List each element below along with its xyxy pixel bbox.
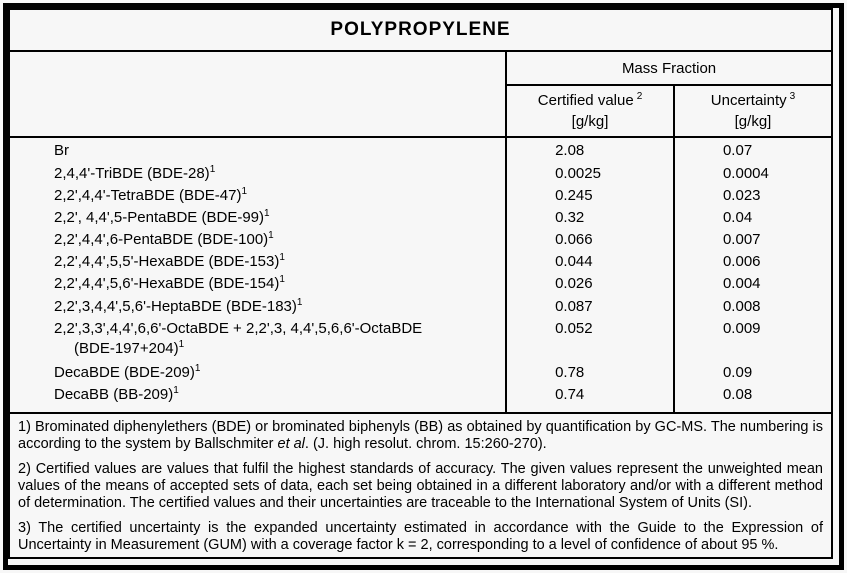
footnote: 2) Certified values are values that fulf…	[18, 461, 823, 511]
analyte-name-cell: DecaBDE (BDE-209)1	[9, 363, 506, 385]
analyte-name-cell: 2,4,4'-TriBDE (BDE-28)1	[9, 164, 506, 186]
analyte-name-cell: 2,2',4,4',5,6'-HexaBDE (BDE-154)1	[9, 274, 506, 296]
analyte-name: 2,2',4,4',6-PentaBDE (BDE-100)	[54, 231, 269, 249]
certified-value-cell: 0.087	[505, 296, 674, 319]
table-row: 2,2',3,3',4,4',6,6'-OctaBDE + 2,2',3, 4,…	[9, 318, 832, 364]
footnotes-row: 1) Brominated diphenylethers (BDE) or br…	[9, 412, 832, 558]
analyte-name: 2,2',3,4,4',5,6'-HeptaBDE (BDE-183)	[54, 297, 297, 315]
data-rows-section: Br 2.08 0.07 2,4,4'-TriBDE (BDE-28)1 0.0…	[9, 137, 832, 413]
footnote-ref-superscript: 1	[194, 363, 201, 375]
certified-value-cell: 0.74	[505, 385, 674, 413]
certified-value-column-header: Certified value 2 [g/kg]	[505, 85, 674, 138]
certified-value-label: Certified value	[537, 92, 634, 109]
footnote-ref-superscript: 1	[178, 338, 185, 350]
analyte-name: 2,2',3,3',4,4',6,6'-OctaBDE + 2,2',3, 4,…	[54, 319, 423, 337]
page-title: POLYPROPYLENE	[9, 9, 832, 52]
uncertainty-cell: 0.008	[672, 296, 832, 319]
empty-header-cell	[9, 51, 507, 138]
polypropylene-certificate-table: POLYPROPYLENE Mass Fraction Certified va…	[8, 8, 833, 559]
uncertainty-cell: 0.08	[672, 385, 832, 413]
analyte-name-cell: 2,2',4,4',6-PentaBDE (BDE-100)1	[9, 230, 506, 252]
analyte-name-cell: 2,2', 4,4',5-PentaBDE (BDE-99)1	[9, 208, 506, 230]
certified-value-cell: 0.0025	[505, 163, 674, 186]
certified-value-cell: 0.052	[505, 318, 674, 364]
footnote-ref-superscript: 1	[268, 230, 274, 242]
title-row: POLYPROPYLENE	[9, 9, 832, 52]
analyte-name-second-line: (BDE-197+204)1	[74, 338, 185, 357]
certified-value-cell: 0.044	[505, 252, 674, 275]
mass-fraction-group-header: Mass Fraction	[505, 51, 832, 86]
footnote-ref-superscript: 1	[209, 163, 216, 175]
analyte-name-cell: Br	[9, 137, 506, 164]
footnotes-section: 1) Brominated diphenylethers (BDE) or br…	[9, 412, 832, 558]
footnote-ref-superscript: 1	[264, 207, 270, 219]
column-header-row: Certified value 2 [g/kg] Uncertainty 3 [g/…	[9, 85, 832, 138]
uncertainty-cell: 0.004	[672, 274, 832, 297]
uncertainty-column-header: Uncertainty 3 [g/kg]	[672, 85, 832, 138]
table-row: 2,2',4,4'-TetraBDE (BDE-47)1 0.245 0.023	[9, 185, 832, 208]
analyte-name-cell: 2,2',4,4',5,5'-HexaBDE (BDE-153)1	[9, 252, 506, 274]
uncertainty-cell: 0.0004	[672, 163, 832, 186]
uncertainty-cell: 0.023	[672, 185, 832, 208]
certified-value-cell: 0.32	[505, 207, 674, 231]
uncertainty-cell: 0.006	[672, 252, 832, 275]
certified-value-cell: 0.066	[505, 230, 674, 253]
table-row: 2,2',3,4,4',5,6'-HeptaBDE (BDE-183)1 0.0…	[9, 296, 832, 319]
analyte-name: 2,2', 4,4',5-PentaBDE (BDE-99)	[54, 208, 264, 226]
uncertainty-cell: 0.009	[672, 318, 832, 364]
footnote-ref-superscript: 2	[636, 91, 643, 102]
certified-value-cell: 0.78	[505, 363, 674, 386]
footnote-ref-superscript: 1	[279, 252, 285, 264]
analyte-name: 2,2',4,4'-TetraBDE (BDE-47)	[54, 186, 242, 204]
group-header-row: Mass Fraction	[9, 51, 832, 138]
footnote-ref-superscript: 1	[173, 385, 179, 397]
footnote: 3) The certified uncertainty is the expa…	[18, 520, 823, 553]
uncertainty-unit: [g/kg]	[734, 113, 772, 130]
table-row: DecaBB (BB-209)1 0.74 0.08	[9, 385, 832, 413]
table-row: DecaBDE (BDE-209)1 0.78 0.09	[9, 363, 832, 386]
footnote: 1) Brominated diphenylethers (BDE) or br…	[18, 419, 823, 452]
footnote-ref-superscript: 3	[789, 91, 796, 102]
footnote-ref-superscript: 1	[296, 296, 303, 308]
table-row: 2,2',4,4',5,6'-HexaBDE (BDE-154)1 0.026 …	[9, 274, 832, 297]
footnote-ref-superscript: 1	[241, 185, 248, 197]
analyte-name: Br	[54, 142, 69, 159]
analyte-name: 2,2',4,4',5,6'-HexaBDE (BDE-154)	[54, 275, 280, 293]
uncertainty-cell: 0.04	[672, 207, 832, 231]
analyte-name: DecaBB (BB-209)	[54, 386, 174, 404]
analyte-name-cell: 2,2',3,4,4',5,6'-HeptaBDE (BDE-183)1	[9, 297, 506, 319]
uncertainty-cell: 0.07	[672, 137, 832, 164]
analyte-name-cell: 2,2',4,4'-TetraBDE (BDE-47)1	[9, 186, 506, 208]
table-row: Br 2.08 0.07	[9, 137, 832, 164]
certified-value-cell: 0.026	[505, 274, 674, 297]
table-row: 2,2',4,4',6-PentaBDE (BDE-100)1 0.066 0.…	[9, 230, 832, 253]
analyte-name-cell: DecaBB (BB-209)1	[9, 385, 506, 413]
footnote-ref-superscript: 1	[279, 274, 285, 286]
outer-frame: POLYPROPYLENE Mass Fraction Certified va…	[3, 3, 844, 570]
analyte-name-cell: 2,2',3,3',4,4',6,6'-OctaBDE + 2,2',3, 4,…	[9, 319, 506, 363]
certified-value-cell: 0.245	[505, 185, 674, 208]
certified-value-cell: 2.08	[505, 137, 674, 164]
analyte-name: 2,2',4,4',5,5'-HexaBDE (BDE-153)	[54, 253, 280, 271]
analyte-name: 2,4,4'-TriBDE (BDE-28)	[54, 164, 210, 182]
uncertainty-cell: 0.09	[672, 363, 832, 386]
analyte-name: DecaBDE (BDE-209)	[54, 364, 195, 382]
certified-value-unit: [g/kg]	[571, 113, 609, 130]
table-row: 2,4,4'-TriBDE (BDE-28)1 0.0025 0.0004	[9, 163, 832, 186]
table-row: 2,2',4,4',5,5'-HexaBDE (BDE-153)1 0.044 …	[9, 252, 832, 275]
uncertainty-cell: 0.007	[672, 230, 832, 253]
uncertainty-label: Uncertainty	[710, 92, 787, 109]
table-row: 2,2', 4,4',5-PentaBDE (BDE-99)1 0.32 0.0…	[9, 207, 832, 231]
